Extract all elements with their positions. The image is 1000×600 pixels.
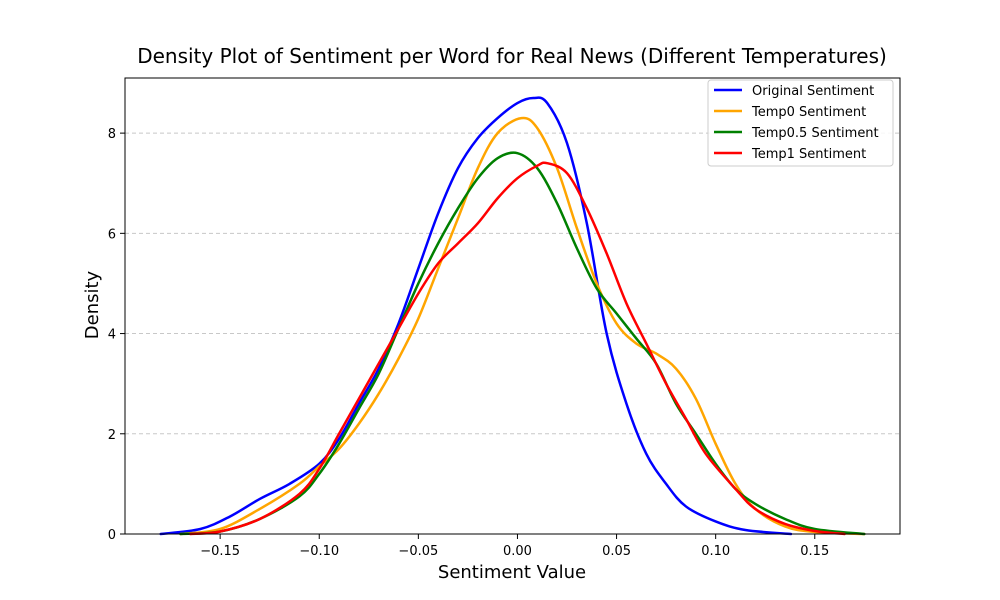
series-line-original-sentiment (159, 96, 793, 536)
tick-layer: 0 2 4 6 8 −0.15 −0.10 −0.05 0.00 0.05 0.10 0.15 (108, 127, 830, 559)
legend: Original Sentiment Temp0 Sentiment Temp0… (707, 79, 894, 167)
x-tick-label: −0.05 (398, 544, 438, 559)
x-axis-label: Sentiment Value (438, 562, 586, 583)
y-tick-label: 8 (108, 127, 116, 142)
x-tick-label: 0.10 (701, 544, 730, 559)
y-tick-label: 2 (108, 428, 116, 443)
y-tick-label: 6 (108, 227, 116, 242)
series-line-temp0-5-sentiment (179, 151, 866, 536)
x-tick-label: −0.15 (200, 544, 240, 559)
x-tick-label: 0.05 (602, 544, 631, 559)
series-line-temp1-sentiment (189, 161, 846, 536)
legend-label-temp0: Temp0 Sentiment (751, 105, 866, 120)
x-tick-label: −0.10 (299, 544, 339, 559)
y-tick-label: 0 (108, 528, 116, 543)
plot-frame (124, 77, 901, 535)
series-layer (159, 96, 866, 536)
legend-label-temp05: Temp0.5 Sentiment (751, 126, 879, 141)
grid-layer (125, 132, 900, 435)
legend-label-original: Original Sentiment (752, 84, 874, 99)
chart-title: Density Plot of Sentiment per Word for R… (137, 44, 887, 68)
x-tick-label: 0.15 (800, 544, 829, 559)
series-line-temp0-sentiment (179, 116, 866, 536)
y-axis-label: Density (82, 270, 103, 339)
y-tick-label: 4 (108, 328, 116, 343)
x-tick-label: 0.00 (503, 544, 532, 559)
legend-label-temp1: Temp1 Sentiment (751, 147, 866, 162)
legend-box (707, 79, 894, 167)
